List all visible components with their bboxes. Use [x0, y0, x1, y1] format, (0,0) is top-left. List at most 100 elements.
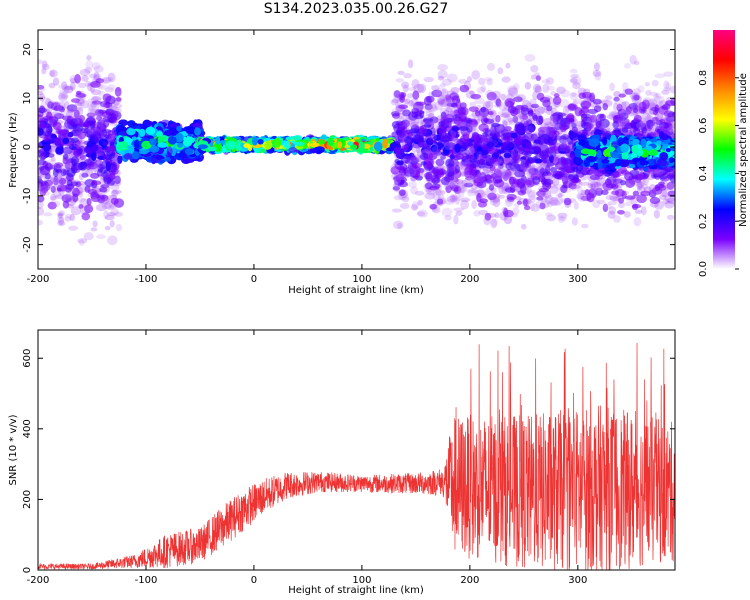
spectrogram-cell	[88, 102, 100, 113]
spectrogram-cell	[358, 141, 365, 150]
spectrogram-cell	[101, 154, 109, 159]
spectrogram-cell	[93, 71, 100, 81]
spectrogram-cell	[66, 108, 75, 114]
spectrogram-cell	[76, 90, 82, 96]
spectrogram-cell	[119, 141, 129, 148]
spectrogram-cell	[226, 140, 237, 150]
spectrogram-cell	[89, 73, 97, 79]
spectrogram-cell	[149, 138, 158, 146]
spectrogram-cell	[78, 239, 85, 246]
spectrogram-cell	[99, 102, 107, 111]
spectrogram-cell	[70, 206, 82, 216]
spectrogram-cell	[49, 70, 55, 77]
spectrogram-cell	[84, 66, 93, 74]
spectrogram-cell	[40, 123, 47, 129]
spectrogram-cell	[51, 115, 59, 123]
spectrogram-cell	[105, 95, 116, 105]
spectrogram-cell	[70, 156, 79, 166]
spectrogram-cell	[58, 216, 65, 226]
spectrogram-cell	[64, 216, 72, 222]
spectrogram-cell	[102, 142, 110, 147]
spectrogram-cell	[115, 86, 121, 92]
spectrogram-cell	[38, 91, 44, 96]
spectrogram-cell	[666, 214, 675, 220]
spectrogram-cell	[84, 186, 91, 192]
spectrogram-cell	[197, 144, 208, 149]
spectrogram-cell	[57, 220, 66, 227]
spectrogram-cell	[83, 232, 94, 241]
spectrogram-cell	[67, 131, 74, 138]
spectrogram-cell	[97, 120, 105, 130]
spectrogram-cell	[85, 60, 94, 70]
spectrogram-cell	[58, 177, 67, 185]
spectrogram-cell	[403, 73, 412, 79]
spectrogram-cell	[407, 59, 414, 69]
spectrogram-cell	[66, 203, 75, 209]
spectrogram-cell	[107, 84, 116, 90]
spectrogram-cell	[485, 101, 491, 108]
spectrogram-cell	[653, 209, 660, 219]
spectrogram-cell	[59, 184, 66, 191]
spectrogram-cell	[558, 215, 565, 224]
spectrogram-cell	[78, 148, 87, 158]
spectrogram-marks	[38, 54, 675, 246]
spectrogram-cell	[373, 141, 383, 152]
spectrogram-cell	[309, 142, 320, 148]
spectrogram-cell	[50, 193, 56, 201]
spectrogram-cell	[350, 144, 358, 150]
spectrogram-cell	[69, 213, 75, 221]
spectrogram-cell	[530, 65, 539, 73]
spectrogram-cell	[49, 195, 58, 201]
spectrogram-cell	[90, 196, 98, 202]
spectrogram-cell	[50, 174, 56, 182]
spectrogram-cell	[69, 75, 78, 84]
spectrogram-cell	[46, 102, 57, 109]
spectrogram-cell	[178, 152, 185, 158]
spectrogram-cell	[100, 101, 107, 108]
spectrogram-cell	[106, 195, 117, 201]
spectrogram-cell	[94, 114, 100, 122]
spectrogram-cell	[91, 100, 103, 105]
spectrogram-cell	[114, 175, 121, 185]
spectrogram-cell	[56, 102, 63, 112]
spectrogram-cell	[66, 104, 78, 112]
spectrogram-cell	[176, 125, 182, 132]
spectrogram-cell	[78, 172, 85, 181]
spectrogram-cell	[55, 146, 64, 155]
spectrogram-cell	[90, 172, 100, 179]
spectrogram-cell	[53, 200, 61, 207]
spectrogram-cell	[61, 179, 69, 184]
spectrogram-cell	[114, 211, 124, 217]
spectrogram-cell	[61, 194, 73, 203]
spectrogram-cell	[65, 183, 75, 190]
spectrogram-cell	[164, 156, 171, 162]
spectrogram-cell	[546, 85, 556, 91]
spectrogram-cell	[166, 146, 173, 157]
spectrogram-cell	[382, 138, 389, 149]
spectrogram-cell	[104, 225, 111, 231]
spectrogram-cell	[243, 143, 251, 148]
spectrogram-cell	[62, 137, 70, 144]
spectrogram-cell	[38, 84, 45, 90]
spectrogram-cell	[117, 155, 123, 164]
spectrogram-cell	[97, 119, 104, 127]
spectrogram-cell	[92, 96, 102, 101]
spectrogram-cell	[87, 101, 94, 112]
spectrogram-cell	[46, 153, 55, 158]
spectrogram-cell	[38, 59, 43, 65]
spectrogram-cell	[86, 112, 96, 118]
spectrogram-cell	[46, 99, 54, 105]
spectrogram-cell	[624, 62, 631, 69]
spectrogram-cell	[42, 136, 50, 142]
spectrogram-cell	[617, 209, 625, 215]
spectrogram-cell	[131, 151, 140, 160]
spectrogram-cell	[644, 82, 650, 87]
spectrogram-cell	[402, 84, 409, 93]
spectrogram-cell	[145, 126, 156, 135]
spectrogram-cell	[499, 211, 509, 221]
spectrogram-cell	[76, 106, 83, 117]
spectrogram-cell	[77, 238, 88, 244]
spectrogram-cell	[80, 100, 90, 109]
spectrogram-cell	[103, 209, 109, 220]
spectrogram-cell	[38, 107, 47, 114]
